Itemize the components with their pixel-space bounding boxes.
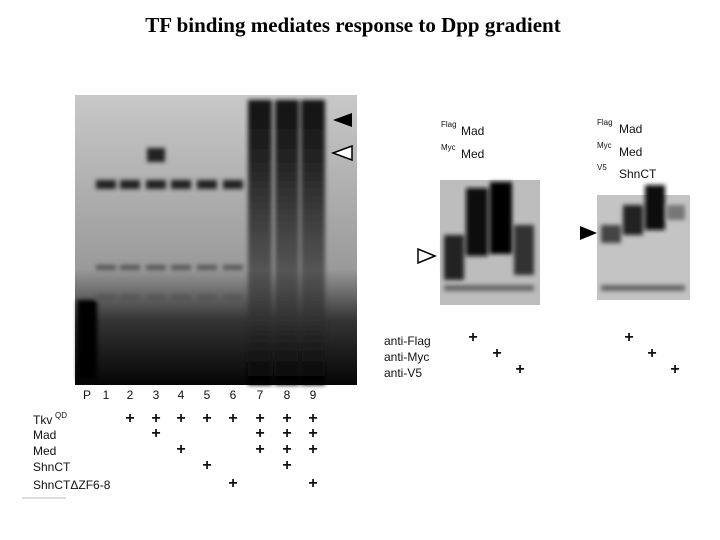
band: [444, 285, 534, 291]
protein: Med: [461, 147, 484, 161]
plus-sign: +: [228, 410, 237, 427]
lane-label: 5: [204, 388, 211, 402]
protein: Mad: [619, 122, 642, 136]
condition-label: Mad: [33, 428, 56, 442]
band: [466, 188, 488, 256]
plus-sign: +: [282, 410, 291, 427]
antibody-label: anti-V5: [384, 366, 422, 380]
band: [146, 295, 166, 300]
title: TF binding mediates response to Dpp grad…: [145, 13, 560, 37]
band: [96, 180, 116, 189]
plus-sign: +: [670, 361, 679, 378]
lane-label: P: [83, 388, 91, 402]
plus-sign: +: [125, 410, 134, 427]
filled-arrowhead: [333, 113, 352, 127]
plus-sign: +: [202, 457, 211, 474]
band: [146, 265, 166, 270]
band: [514, 225, 534, 275]
band: [444, 235, 464, 280]
lane-label: 8: [284, 388, 291, 402]
protein: Mad: [461, 124, 484, 138]
scale-mark: [22, 497, 66, 499]
band: [171, 180, 191, 189]
lane-label: 4: [178, 388, 185, 402]
lane-label: 2: [127, 388, 134, 402]
condition-label: Tkv: [33, 413, 52, 427]
plus-sign: +: [308, 441, 317, 458]
open-arrowhead: [417, 247, 437, 265]
lane-label: 9: [310, 388, 317, 402]
band: [623, 205, 643, 235]
band: [645, 185, 665, 230]
antibody-label: anti-Flag: [384, 334, 431, 348]
band: [120, 180, 140, 189]
antibody-label: anti-Myc: [384, 350, 429, 364]
superscript: QD: [55, 411, 67, 420]
band: [77, 300, 97, 380]
plus-sign: +: [468, 329, 477, 346]
middle-gel: [440, 180, 540, 305]
plus-sign: +: [282, 457, 291, 474]
band: [146, 180, 166, 189]
plus-sign: +: [202, 410, 211, 427]
condition-label: ShnCTΔZF6-8: [33, 478, 111, 492]
lane-label: 1: [103, 388, 110, 402]
plus-sign: +: [647, 345, 656, 362]
plus-sign: +: [282, 425, 291, 442]
band: [601, 225, 621, 243]
band: [223, 295, 243, 300]
band: [223, 180, 243, 189]
lane-label: 3: [153, 388, 160, 402]
smear: [301, 100, 325, 385]
band: [197, 180, 217, 189]
plus-sign: +: [515, 361, 524, 378]
tag: V5: [597, 163, 607, 172]
tag: Flag: [597, 118, 613, 127]
smear: [248, 100, 272, 385]
plus-sign: +: [176, 410, 185, 427]
band: [197, 295, 217, 300]
plus-sign: +: [308, 425, 317, 442]
lane-label: 7: [257, 388, 264, 402]
plus-sign: +: [308, 410, 317, 427]
band: [197, 265, 217, 270]
band: [490, 182, 512, 254]
band: [147, 148, 165, 162]
smear: [275, 100, 299, 385]
right-gel: [597, 185, 690, 300]
tag: Flag: [441, 120, 457, 129]
band: [171, 265, 191, 270]
band: [667, 205, 685, 220]
plus-sign: +: [151, 410, 160, 427]
plus-sign: +: [255, 410, 264, 427]
plus-sign: +: [492, 345, 501, 362]
plus-sign: +: [255, 441, 264, 458]
plus-sign: +: [151, 425, 160, 442]
band: [96, 295, 116, 300]
band: [223, 265, 243, 270]
band: [601, 285, 685, 291]
plus-sign: +: [282, 441, 291, 458]
band: [120, 265, 140, 270]
band: [96, 265, 116, 270]
filled-arrowhead: [580, 226, 597, 240]
plus-sign: +: [308, 475, 317, 492]
open-arrowhead: [330, 144, 353, 162]
band: [120, 295, 140, 300]
protein: Med: [619, 145, 642, 159]
condition-label: ShnCT: [33, 460, 71, 474]
plus-sign: +: [255, 425, 264, 442]
left-gel: [75, 95, 357, 385]
condition-label: Med: [33, 444, 56, 458]
band: [171, 295, 191, 300]
plus-sign: +: [176, 441, 185, 458]
protein: ShnCT: [619, 167, 657, 181]
plus-sign: +: [624, 329, 633, 346]
tag: Myc: [441, 143, 456, 152]
lane-label: 6: [230, 388, 237, 402]
plus-sign: +: [228, 475, 237, 492]
tag: Myc: [597, 141, 612, 150]
